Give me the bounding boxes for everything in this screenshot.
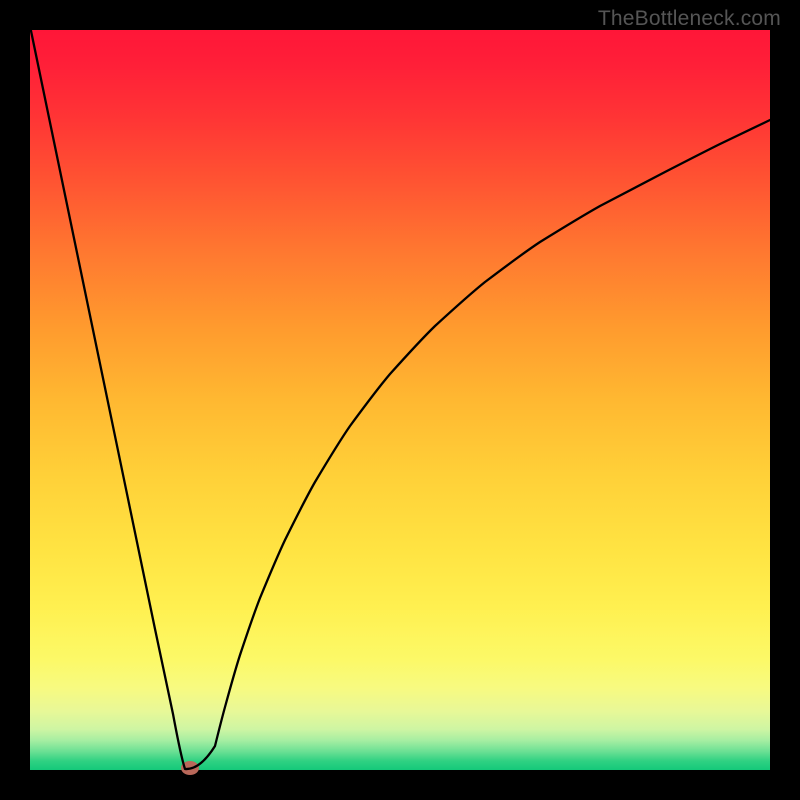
- watermark-label: TheBottleneck.com: [598, 7, 781, 31]
- bottleneck-curve: [30, 26, 770, 769]
- bottleneck-curve-layer: [0, 0, 800, 800]
- chart-frame: TheBottleneck.com: [0, 0, 800, 800]
